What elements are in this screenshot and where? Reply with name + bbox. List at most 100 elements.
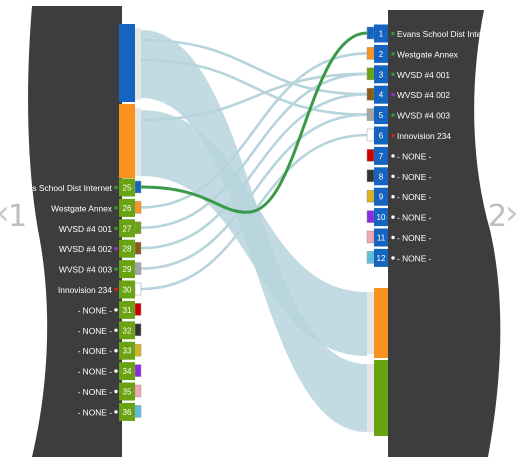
right-row-12[interactable]: 12 - NONE - xyxy=(366,248,432,267)
right-row-number: 10 xyxy=(377,213,386,222)
right-row-number-bg xyxy=(374,248,388,267)
left-row-number: 27 xyxy=(123,224,132,233)
left-row-number: 25 xyxy=(123,184,132,193)
link-blue-to-row-5[interactable] xyxy=(140,58,368,116)
left-row-label: - NONE - xyxy=(78,407,113,417)
link-blue-to-row-4[interactable] xyxy=(140,38,368,96)
right-row-number-bg xyxy=(374,187,388,206)
left-row-32[interactable]: - NONE - 32 xyxy=(78,321,142,340)
flow-band-orange-to-orange[interactable] xyxy=(141,110,367,356)
status-dot-icon xyxy=(114,349,118,353)
right-row-swatch xyxy=(366,251,375,264)
status-dot-icon xyxy=(114,185,118,190)
left-row-number: 32 xyxy=(123,326,132,335)
right-row-7[interactable]: 7 - NONE - xyxy=(366,146,432,165)
right-row-1[interactable]: 1 Evans School Dist Internet xyxy=(366,24,496,43)
right-row-8[interactable]: 8 - NONE - xyxy=(366,167,432,186)
right-row-label: WVSD #4 003 xyxy=(397,111,450,121)
left-row-label: WVSD #4 001 xyxy=(59,224,112,234)
right-row-number: 6 xyxy=(379,132,384,141)
right-row-number-bg xyxy=(374,24,388,43)
left-row-36[interactable]: - NONE - 36 xyxy=(78,402,142,421)
right-row-number-bg xyxy=(374,106,388,125)
right-row-label: Innovision 234 xyxy=(397,131,451,141)
left-row-34[interactable]: - NONE - 34 xyxy=(78,362,142,381)
left-aggregate-bars xyxy=(119,24,141,178)
left-row-number: 29 xyxy=(123,265,132,274)
status-dot-icon xyxy=(391,93,395,97)
next-arrow-icon[interactable]: › xyxy=(505,196,517,230)
left-row-33[interactable]: - NONE - 33 xyxy=(78,341,142,360)
right-row-3[interactable]: 3 WVSD #4 001 xyxy=(366,65,450,84)
left-row-number-bg xyxy=(119,341,135,360)
left-row-number-bg xyxy=(119,260,135,279)
left-row-swatch xyxy=(134,221,142,235)
status-dot-icon xyxy=(391,215,395,219)
right-green-stub xyxy=(367,364,374,432)
left-row-swatch xyxy=(134,303,142,316)
left-row-29[interactable]: WVSD #4 003 29 xyxy=(59,260,142,279)
right-row-number: 11 xyxy=(377,234,386,243)
right-row-number: 3 xyxy=(379,70,384,79)
left-row-number-bg xyxy=(119,321,135,340)
left-row-label: - NONE - xyxy=(78,387,113,397)
right-row-swatch xyxy=(366,87,375,101)
left-row-label: Westgate Annex xyxy=(51,203,113,213)
right-row-number: 2 xyxy=(379,50,384,59)
left-row-number-bg xyxy=(119,219,135,238)
right-row-number-bg xyxy=(374,146,388,165)
left-row-swatch xyxy=(134,282,142,296)
right-row-number: 5 xyxy=(379,111,384,120)
flow-bands xyxy=(140,30,368,432)
right-row-6[interactable]: 6 Innovision 234 xyxy=(366,126,451,145)
link-29-to-5[interactable] xyxy=(140,113,368,270)
right-row-swatch xyxy=(366,149,375,162)
link-27-to-3[interactable] xyxy=(140,72,368,230)
left-row-number-bg xyxy=(119,178,135,197)
right-row-9[interactable]: 9 - NONE - xyxy=(366,187,432,206)
right-panel xyxy=(388,10,501,457)
left-panel xyxy=(28,6,122,457)
link-orange-to-row-3[interactable] xyxy=(140,72,368,122)
left-blue-aggregate-bar xyxy=(119,24,135,102)
left-row-swatch xyxy=(134,241,142,255)
left-row-27[interactable]: WVSD #4 001 27 xyxy=(59,219,142,238)
left-row-list: Evans School Dist Internet 25 Westgate Ann… xyxy=(13,178,142,421)
right-row-list: 1 Evans School Dist Internet 2 Westgate Ann… xyxy=(366,24,496,267)
right-row-5[interactable]: 5 WVSD #4 003 xyxy=(366,106,450,125)
status-dot-icon xyxy=(391,133,395,138)
left-row-28[interactable]: WVSD #4 002 28 xyxy=(59,239,142,258)
right-row-number-bg xyxy=(374,65,388,84)
left-row-label: - NONE - xyxy=(78,326,113,336)
left-row-26[interactable]: Westgate Annex 26 xyxy=(51,198,142,217)
right-row-swatch xyxy=(366,26,375,40)
left-row-30[interactable]: Innovision 234 30 xyxy=(58,280,142,299)
status-dot-icon xyxy=(391,52,395,56)
link-28-to-4[interactable] xyxy=(140,92,368,250)
left-panel-number: 1 xyxy=(8,199,28,234)
left-row-number-bg xyxy=(119,280,135,299)
right-row-label: - NONE - xyxy=(397,233,432,243)
right-row-11[interactable]: 11 - NONE - xyxy=(366,228,432,247)
right-orange-stub xyxy=(367,292,374,354)
prev-arrow-icon[interactable]: ‹ xyxy=(0,196,10,230)
status-dot-icon xyxy=(114,206,118,210)
link-26-to-2[interactable] xyxy=(140,52,368,209)
left-row-25[interactable]: Evans School Dist Internet 25 xyxy=(13,178,142,197)
status-dot-icon xyxy=(114,287,118,292)
left-row-swatch xyxy=(134,201,142,214)
left-row-31[interactable]: - NONE - 31 xyxy=(78,300,142,319)
right-row-10[interactable]: 10 - NONE - xyxy=(366,208,432,227)
status-dot-icon xyxy=(114,247,118,251)
left-row-35[interactable]: - NONE - 35 xyxy=(78,382,142,401)
right-row-label: - NONE - xyxy=(397,213,432,223)
left-row-number: 35 xyxy=(123,388,132,397)
right-row-2[interactable]: 2 Westgate Annex xyxy=(366,44,459,63)
left-row-number: 34 xyxy=(123,367,132,376)
right-row-4[interactable]: 4 WVSD #4 002 xyxy=(366,85,450,104)
highlighted-link-25-to-1[interactable] xyxy=(140,31,368,214)
right-row-number-bg xyxy=(374,167,388,186)
left-row-label: - NONE - xyxy=(78,346,113,356)
right-row-swatch xyxy=(366,210,375,223)
